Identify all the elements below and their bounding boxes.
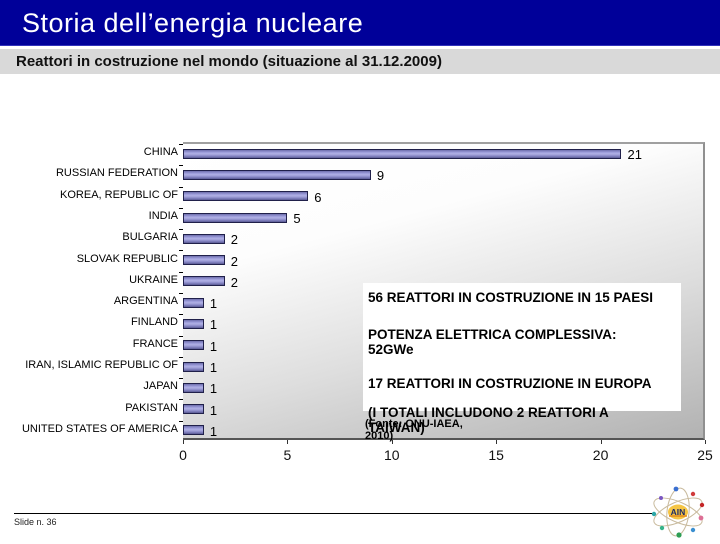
x-axis-tick-label: 10 [384, 447, 400, 463]
category-label: UNITED STATES OF AMERICA [21, 422, 178, 435]
bar-value-label: 2 [230, 232, 238, 248]
x-axis-tick-label: 20 [592, 447, 609, 463]
category-label: KOREA, REPUBLIC OF [60, 188, 178, 201]
axis-tick [179, 144, 183, 145]
slide-subtitle: Reattori in costruzione nel mondo (situa… [16, 53, 442, 70]
category-label: JAPAN [143, 380, 178, 393]
bar-value-label: 2 [230, 274, 238, 290]
bar [183, 148, 621, 159]
x-axis-tick [705, 440, 706, 444]
bar-value-label: 1 [209, 360, 218, 375]
category-label: UKRAINE [129, 273, 178, 286]
category-label: RUSSIAN FEDERATION [55, 167, 178, 180]
bar-value-label: 5 [293, 211, 301, 226]
category-label: FINLAND [130, 316, 178, 329]
bar [183, 340, 204, 351]
axis-tick [179, 399, 183, 401]
summary-line-taiwan: (I TOTALI INCLUDONO 2 REATTORI A TAIWAN) [368, 405, 609, 435]
bar [183, 212, 287, 223]
bar-value-label: 1 [209, 338, 218, 354]
category-label: PAKISTAN [125, 401, 178, 414]
bar [183, 276, 225, 287]
bar-value-label: 6 [314, 189, 322, 205]
x-axis-tick [600, 440, 602, 444]
footer-divider [14, 513, 655, 514]
axis-tick [179, 186, 183, 188]
value-axis: 0 5 10 15 20 25 [179, 440, 713, 463]
category-label: INDIA [148, 210, 178, 222]
x-axis-tick-label: 25 [697, 447, 713, 463]
category-axis-labels: CHINA RUSSIAN FEDERATION KOREA, REPUBLIC O… [0, 142, 178, 440]
summary-line-power-2: 52GWe [368, 342, 414, 357]
slide-title-bar: Storia dell’energia nucleare [0, 0, 720, 46]
bar [183, 169, 371, 180]
bar [183, 425, 204, 436]
axis-tick [179, 335, 183, 337]
logo-text: AIN [671, 507, 686, 517]
source-caption: (Fonte: ONU-IAEA, 2010) [365, 418, 463, 442]
bar [183, 255, 225, 266]
bar-value-label: 21 [627, 147, 642, 163]
bar [183, 233, 225, 244]
summary-text-box: 56 REATTORI IN COSTRUZIONE IN 15 PAESI P… [363, 283, 681, 435]
bar [183, 191, 308, 202]
bar [183, 297, 204, 308]
bar-value-label: 2 [230, 253, 238, 269]
axis-tick [179, 378, 183, 380]
category-label: FRANCE [132, 337, 178, 350]
bar [183, 318, 204, 329]
x-axis-tick-label: 0 [179, 447, 187, 463]
atom-orbits-icon: AIN [651, 486, 705, 538]
category-label: BULGARIA [122, 231, 178, 244]
x-axis-tick [496, 440, 498, 444]
x-axis-tick-label: 5 [283, 447, 292, 463]
category-label: IRAN, ISLAMIC REPUBLIC OF [25, 359, 178, 371]
axis-tick [179, 207, 183, 209]
axis-tick [179, 250, 183, 252]
axis-tick [179, 271, 183, 273]
x-axis-tick [183, 440, 184, 444]
bar-value-label: 1 [209, 402, 218, 418]
bar [183, 361, 204, 372]
bar [183, 382, 204, 393]
bar-value-label: 1 [209, 317, 218, 333]
x-axis-tick [287, 440, 289, 444]
ain-atom-logo: AIN [649, 485, 707, 539]
axis-tick [179, 356, 183, 358]
axis-tick [179, 165, 183, 167]
summary-line-total: 56 REATTORI IN COSTRUZIONE IN 15 PAESI [368, 290, 654, 305]
slide-number: Slide n. 36 [14, 517, 57, 527]
bar-value-label: 1 [209, 381, 218, 397]
category-label: SLOVAK REPUBLIC [76, 252, 178, 265]
x-axis-tick [391, 440, 393, 444]
category-label: CHINA [143, 146, 178, 159]
category-label: ARGENTINA [113, 295, 178, 308]
axis-tick [179, 229, 183, 231]
x-axis-tick-label: 15 [488, 447, 504, 463]
bar-value-label: 9 [376, 168, 385, 184]
summary-line-power-1: POTENZA ELETTRICA COMPLESSIVA: [368, 327, 617, 342]
axis-tick [179, 293, 183, 294]
axis-tick [179, 314, 183, 316]
slide-subtitle-bar: Reattori in costruzione nel mondo (situa… [0, 49, 720, 74]
bar [183, 404, 204, 415]
bar-value-label: 1 [209, 296, 218, 312]
axis-tick [179, 420, 183, 422]
slide-title: Storia dell’energia nucleare [22, 8, 364, 38]
summary-line-europe: 17 REATTORI IN COSTRUZIONE IN EUROPA [368, 376, 652, 391]
bar-value-label: 1 [209, 423, 218, 439]
